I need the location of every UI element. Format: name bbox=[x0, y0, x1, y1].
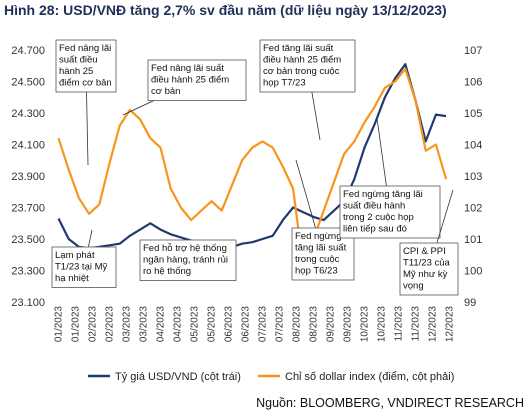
annotation-text: Fed tăng lãi suất điều hành 25 điểm cơ bản… bbox=[263, 43, 341, 89]
x-tick-label: 04/2023 bbox=[156, 306, 167, 343]
left-tick-label: 23.900 bbox=[11, 171, 45, 183]
annotation-text: Fed hỗ trợ hệ thống ngân hàng, tránh rủi r… bbox=[143, 243, 228, 277]
x-tick-label: 09/2023 bbox=[326, 306, 337, 343]
left-axis-ticks: 23.100 23.300 23.500 23.700 23.900 24.100 24.3… bbox=[11, 45, 45, 309]
x-tick-label: 03/2023 bbox=[122, 306, 133, 343]
series-line-1 bbox=[57, 67, 448, 269]
x-tick-label: 05/2023 bbox=[190, 306, 201, 343]
x-tick-label: 10/2023 bbox=[360, 306, 371, 343]
x-tick-label: 06/2023 bbox=[224, 306, 235, 343]
x-tick-label: 10/2023 bbox=[377, 306, 388, 343]
left-tick-label: 23.700 bbox=[11, 203, 45, 215]
x-tick-label: 04/2023 bbox=[173, 306, 184, 343]
x-tick-label: 02/2023 bbox=[88, 306, 99, 343]
left-tick-label: 24.500 bbox=[11, 77, 45, 89]
annotation-box bbox=[339, 185, 441, 239]
x-tick-label: 07/2023 bbox=[275, 306, 286, 343]
annotation-box bbox=[55, 39, 117, 93]
annotation-text: Fed nâng lãi suất điều hành 25 điểm cơ bản bbox=[59, 43, 112, 89]
x-tick-label: 05/2023 bbox=[207, 306, 218, 343]
right-tick-label: 104 bbox=[464, 140, 482, 152]
annotation-box bbox=[259, 39, 356, 93]
right-tick-label: 106 bbox=[464, 77, 482, 89]
x-axis-ticks: 01/2023 01/2023 02/2023 02/2023 03/2023 03/20… bbox=[54, 306, 456, 343]
right-axis-ticks: 99 100 101 102 103 104 105 106 107 bbox=[464, 45, 482, 309]
annotation-box bbox=[139, 239, 237, 281]
legend: Tỷ giá USD/VND (cột trái) Chỉ số dollar i… bbox=[88, 371, 454, 383]
x-tick-label: 08/2023 bbox=[309, 306, 320, 343]
annotation-text: CPI & PPI T11/23 của Mỹ như kỳ vọng bbox=[403, 246, 451, 292]
x-tick-label: 08/2023 bbox=[292, 306, 303, 343]
legend-label-1: Chỉ số dollar index (điểm, cột phải) bbox=[285, 371, 454, 383]
x-tick-label: 01/2023 bbox=[54, 306, 65, 343]
left-tick-label: 24.700 bbox=[11, 45, 45, 57]
x-tick-label: 02/2023 bbox=[105, 306, 116, 343]
x-tick-label: 03/2023 bbox=[139, 306, 150, 343]
right-tick-label: 103 bbox=[464, 171, 482, 183]
x-tick-label: 06/2023 bbox=[241, 306, 252, 343]
x-tick-label: 09/2023 bbox=[343, 306, 354, 343]
right-tick-label: 105 bbox=[464, 108, 482, 120]
annotation-box bbox=[399, 242, 459, 296]
annotation-box bbox=[147, 59, 247, 101]
source-note: Nguồn: BLOOMBERG, VNDIRECT RESEARCH bbox=[256, 396, 524, 410]
annotation-text: Fed ngừng tăng lãi suất trong cuộc họp T6/2… bbox=[295, 231, 347, 277]
right-tick-label: 99 bbox=[464, 297, 476, 309]
x-tick-label: 01/2023 bbox=[71, 306, 82, 343]
series-lines bbox=[57, 63, 448, 269]
right-tick-label: 102 bbox=[464, 203, 482, 215]
right-tick-label: 107 bbox=[464, 45, 482, 57]
annotation-box bbox=[51, 246, 117, 288]
left-tick-label: 24.100 bbox=[11, 140, 45, 152]
right-tick-label: 101 bbox=[464, 234, 482, 246]
x-tick-label: 12/2023 bbox=[445, 306, 456, 343]
annotation-text: Fed nâng lãi suất điều hành 25 điểm cơ bản bbox=[151, 63, 229, 97]
x-tick-label: 12/2023 bbox=[428, 306, 439, 343]
x-tick-label: 11/2023 bbox=[394, 306, 405, 342]
legend-label-0: Tỷ giá USD/VND (cột trái) bbox=[115, 371, 241, 383]
right-tick-label: 100 bbox=[464, 266, 482, 278]
x-tick-label: 07/2023 bbox=[258, 306, 269, 343]
left-tick-label: 23.500 bbox=[11, 234, 45, 246]
chart-title: Hình 28: USD/VNĐ tăng 2,7% sv đầu năm (d… bbox=[4, 2, 447, 18]
left-tick-label: 23.100 bbox=[11, 297, 45, 309]
left-tick-label: 23.300 bbox=[11, 266, 45, 278]
annotations: Lạm phát T1/23 tại Mỹ hạ nhiệt Fed nâng lãi… bbox=[51, 39, 459, 296]
x-tick-label: 11/2023 bbox=[411, 306, 422, 342]
annotation-text: Lạm phát T1/23 tại Mỹ hạ nhiệt bbox=[55, 250, 108, 284]
series-line-0 bbox=[57, 63, 447, 250]
left-tick-label: 24.300 bbox=[11, 108, 45, 120]
annotation-text: Fed ngừng tăng lãi suất điều hành trong 2 … bbox=[343, 189, 423, 235]
